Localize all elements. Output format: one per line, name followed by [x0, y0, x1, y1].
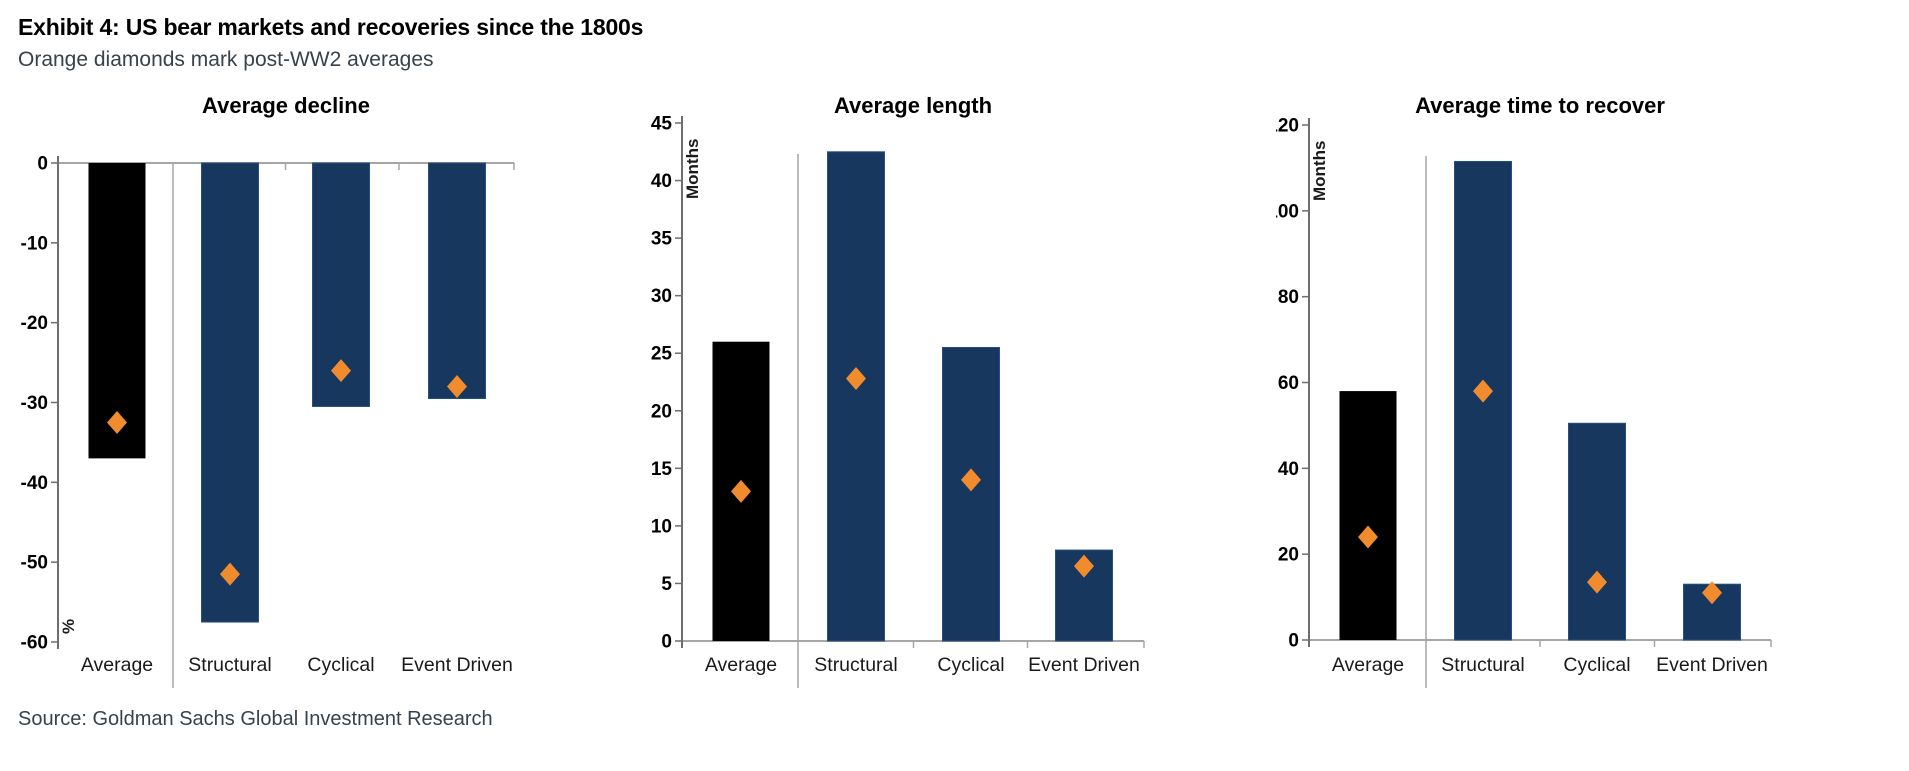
value-axis-tick-label: 15	[651, 459, 673, 480]
post-ww2-average-diamond-cyclical	[331, 359, 351, 383]
bar-structural	[827, 151, 885, 642]
category-label: Structural	[188, 654, 271, 676]
exhibit-title: Exhibit 4: US bear markets and recoverie…	[18, 14, 644, 40]
bar-average	[88, 163, 146, 459]
value-axis-tick-label: -60	[21, 633, 48, 654]
post-ww2-average-diamond-event-driven	[1702, 581, 1722, 605]
bar-structural	[201, 162, 259, 623]
category-label: Event Driven	[1028, 654, 1140, 676]
category-label: Cyclical	[937, 654, 1004, 676]
bar-cyclical	[1568, 422, 1626, 641]
category-label: Average	[1332, 654, 1404, 676]
post-ww2-average-diamond-event-driven	[447, 375, 467, 399]
post-ww2-average-diamond-average	[1358, 525, 1378, 549]
value-axis-unit-label: Months	[1310, 141, 1329, 201]
value-axis-tick-label: 40	[651, 171, 672, 192]
category-label: Event Driven	[1656, 654, 1768, 676]
post-ww2-average-diamond-cyclical	[1587, 570, 1607, 594]
post-ww2-average-diamond-structural	[1473, 379, 1493, 403]
post-ww2-average-diamond-average	[731, 479, 751, 503]
post-ww2-average-diamond-structural	[220, 562, 240, 586]
category-label: Average	[81, 654, 153, 676]
value-axis-tick-label: 120	[1276, 116, 1299, 137]
chart-average-decline: Average decline 0 -10 -20 -30 -40 -50 -60% Avera…	[21, 93, 515, 688]
value-axis-tick-label: -20	[21, 313, 48, 334]
value-axis-tick-label: 0	[661, 632, 672, 653]
value-axis-tick-label: -40	[21, 473, 48, 494]
value-axis-tick-label: 40	[1278, 459, 1299, 480]
value-axis-tick-label: 100	[1276, 201, 1299, 222]
exhibit-page: Exhibit 4: US bear markets and recoverie…	[18, 14, 1909, 730]
exhibit-subtitle: Orange diamonds mark post-WW2 averages	[18, 48, 434, 71]
value-axis-tick-label: -10	[21, 233, 48, 254]
value-axis-tick-label: 80	[1278, 287, 1299, 308]
value-axis-tick-label: 20	[1278, 545, 1299, 566]
value-axis-tick-label: 35	[651, 229, 673, 250]
value-axis-unit-label: %	[59, 619, 78, 634]
bar-event-driven	[428, 162, 486, 400]
value-axis-tick-label: -50	[21, 553, 48, 574]
chart-average-time-to-recover: Average time to recover 120 100 80 60 40 20 0 Mo…	[1276, 93, 1772, 688]
value-axis-tick-label: 0	[1288, 631, 1299, 652]
charts-row: Average decline 0 -10 -20 -30 -40 -50 -60% Avera…	[18, 82, 1909, 700]
value-axis-tick-label: 0	[37, 154, 48, 175]
post-ww2-average-diamond-average	[107, 410, 127, 434]
chart-average-length: Average length 45 40 35 30 25 20 15 10 5 0 Months Av…	[651, 93, 1145, 688]
post-ww2-average-diamond-event-driven	[1074, 554, 1094, 578]
chart-title: Average decline	[202, 93, 370, 118]
chart-title: Average time to recover	[1415, 93, 1665, 118]
category-label: Cyclical	[307, 654, 374, 676]
category-label: Event Driven	[401, 654, 513, 676]
value-axis-tick-label: 20	[651, 401, 672, 422]
value-axis-tick-label: 5	[661, 574, 672, 595]
chart-title: Average length	[834, 93, 992, 118]
source-note: Source: Goldman Sachs Global Investment …	[18, 708, 493, 730]
post-ww2-average-diamond-cyclical	[961, 468, 981, 492]
value-axis-unit-label: Months	[683, 139, 702, 199]
value-axis-tick-label: 45	[651, 114, 673, 135]
category-label: Cyclical	[1563, 654, 1630, 676]
value-axis-tick-label: -30	[21, 393, 48, 414]
value-axis-tick-label: 60	[1278, 373, 1299, 394]
value-axis-tick-label: 10	[651, 516, 672, 537]
category-label: Average	[705, 654, 777, 676]
value-axis-tick-label: 25	[651, 344, 673, 365]
bar-cyclical	[942, 346, 1000, 642]
post-ww2-average-diamond-structural	[846, 367, 866, 391]
category-label: Structural	[814, 654, 897, 676]
category-label: Structural	[1441, 654, 1524, 676]
bar-average	[1339, 391, 1397, 640]
value-axis-tick-label: 30	[651, 286, 672, 307]
